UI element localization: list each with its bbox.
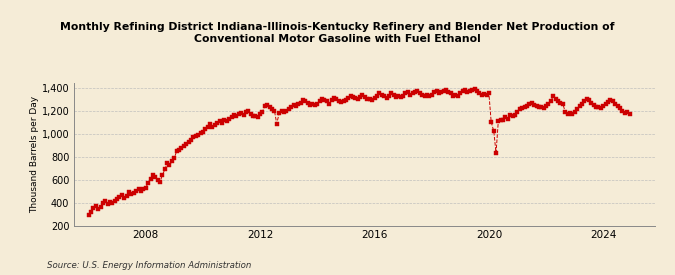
Text: Monthly Refining District Indiana-Illinois-Kentucky Refinery and Blender Net Pro: Monthly Refining District Indiana-Illino… (60, 22, 615, 44)
Y-axis label: Thousand Barrels per Day: Thousand Barrels per Day (30, 95, 39, 213)
Text: Source: U.S. Energy Information Administration: Source: U.S. Energy Information Administ… (47, 260, 252, 270)
